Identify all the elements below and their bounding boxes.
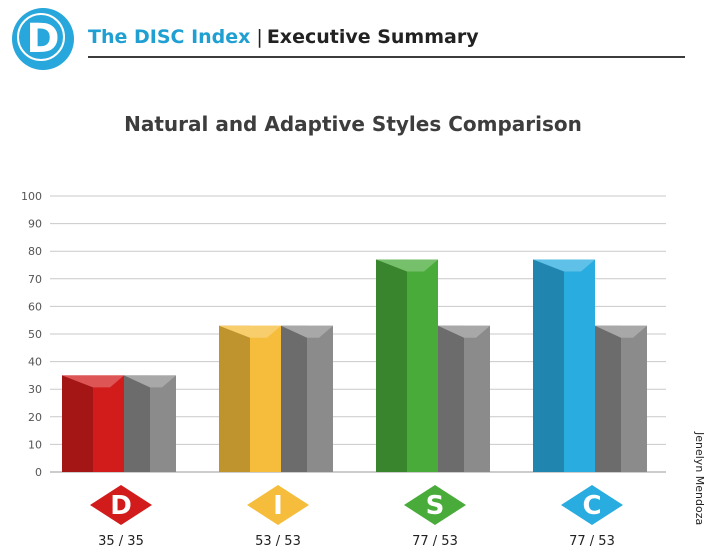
natural-bar-s-top-face: [376, 259, 438, 272]
adaptive-bar-d: [150, 375, 176, 472]
disc-logo: D: [12, 8, 74, 70]
category-diamond-i: [247, 485, 309, 525]
adaptive-bar-c: [621, 325, 647, 472]
natural-bar-s: [407, 259, 438, 472]
logo-letter: D: [26, 16, 60, 62]
adaptive-bar-d-top-face: [124, 375, 176, 388]
category-diamond-c: [561, 485, 623, 525]
natural-bar-i: [250, 325, 281, 472]
natural-bar-d-left-face: [62, 375, 93, 472]
y-tick-label: 90: [28, 218, 42, 231]
adaptive-bar-d-left-face: [124, 375, 150, 472]
brand-title: The DISC Index: [88, 26, 251, 48]
value-label: 77 / 53: [412, 534, 458, 549]
value-label: 77 / 53: [569, 534, 615, 549]
adaptive-bar-s-left-face: [438, 325, 464, 472]
natural-bar-d: [93, 375, 124, 472]
value-label: 35 / 35: [98, 534, 144, 549]
category-diamond-d: [90, 485, 152, 525]
header-separator: |: [256, 26, 263, 48]
y-tick-label: 100: [21, 190, 42, 203]
header-divider: [88, 56, 685, 58]
adaptive-bar-s-top-face: [438, 325, 490, 338]
value-label: 53 / 53: [255, 534, 301, 549]
y-tick-label: 60: [28, 300, 42, 313]
y-tick-label: 50: [28, 328, 42, 341]
category-label: I: [273, 491, 283, 521]
y-tick-label: 10: [28, 438, 42, 451]
adaptive-bar-i: [307, 325, 333, 472]
natural-bar-c: [564, 259, 595, 472]
category-label: C: [582, 491, 601, 521]
natural-bar-s-left-face: [376, 259, 407, 472]
adaptive-bar-c-left-face: [595, 325, 621, 472]
adaptive-bar-i-top-face: [281, 325, 333, 338]
adaptive-bar-i-left-face: [281, 325, 307, 472]
category-label: S: [426, 491, 445, 521]
category-label: D: [110, 491, 132, 521]
natural-bar-c-top-face: [533, 259, 595, 272]
y-tick-label: 0: [35, 466, 42, 479]
y-tick-label: 30: [28, 383, 42, 396]
adaptive-bar-c-top-face: [595, 325, 647, 338]
category-diamond-s: [404, 485, 466, 525]
person-name: Jenelyn Mendoza: [693, 432, 706, 526]
natural-bar-c-left-face: [533, 259, 564, 472]
y-tick-label: 20: [28, 411, 42, 424]
natural-bar-i-top-face: [219, 325, 281, 338]
page-header: The DISC Index | Executive Summary: [88, 26, 479, 48]
chart-title: Natural and Adaptive Styles Comparison: [124, 112, 582, 136]
natural-bar-i-left-face: [219, 325, 250, 472]
y-tick-label: 70: [28, 273, 42, 286]
y-tick-label: 80: [28, 245, 42, 258]
adaptive-bar-s: [464, 325, 490, 472]
natural-bar-d-top-face: [62, 375, 124, 388]
section-title: Executive Summary: [266, 26, 479, 48]
y-tick-label: 40: [28, 356, 42, 369]
logo-ring: [17, 13, 65, 61]
